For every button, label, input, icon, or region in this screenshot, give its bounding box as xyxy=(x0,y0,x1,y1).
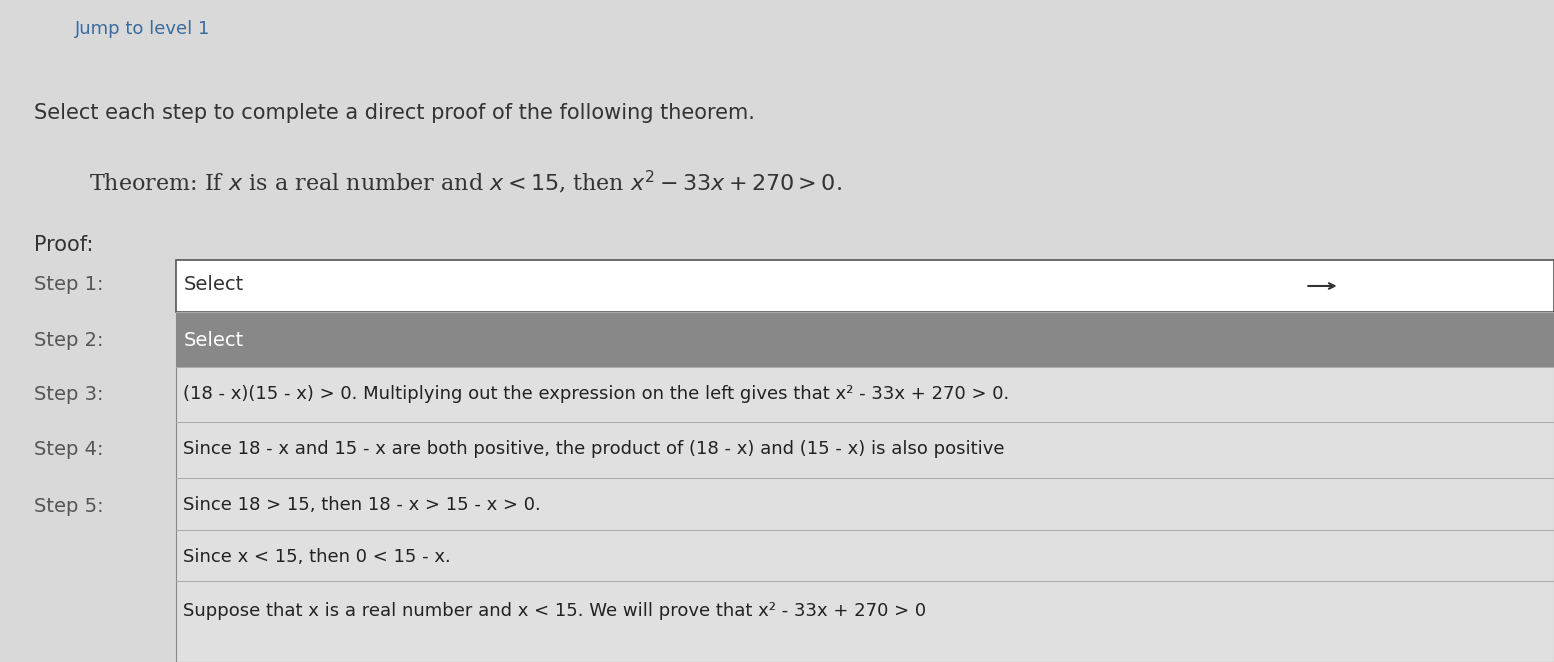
Text: Jump to level 1: Jump to level 1 xyxy=(75,20,210,38)
Text: Step 2:: Step 2: xyxy=(34,331,104,350)
Text: Proof:: Proof: xyxy=(34,235,93,255)
Text: Suppose that x is a real number and x < 15. We will prove that x² - 33x + 270 > : Suppose that x is a real number and x < … xyxy=(183,602,926,620)
Text: Since x < 15, then 0 < 15 - x.: Since x < 15, then 0 < 15 - x. xyxy=(183,548,451,566)
Text: (18 - x)(15 - x) > 0. Multiplying out the expression on the left gives that x² -: (18 - x)(15 - x) > 0. Multiplying out th… xyxy=(183,385,1010,403)
Text: Select: Select xyxy=(183,275,244,294)
Text: Theorem: If $x$ is a real number and $x < 15$, then $x^2 - 33x + 270 > 0$.: Theorem: If $x$ is a real number and $x … xyxy=(89,169,842,196)
Text: Step 3:: Step 3: xyxy=(34,385,104,404)
Text: Step 4:: Step 4: xyxy=(34,440,104,459)
Text: Select each step to complete a direct proof of the following theorem.: Select each step to complete a direct pr… xyxy=(34,103,755,122)
FancyBboxPatch shape xyxy=(176,312,1554,367)
FancyBboxPatch shape xyxy=(176,312,1554,662)
Text: Since 18 > 15, then 18 - x > 15 - x > 0.: Since 18 > 15, then 18 - x > 15 - x > 0. xyxy=(183,496,541,514)
Text: Since 18 - x and 15 - x are both positive, the product of (18 - x) and (15 - x) : Since 18 - x and 15 - x are both positiv… xyxy=(183,440,1005,458)
Text: Step 5:: Step 5: xyxy=(34,496,104,516)
Text: Step 1:: Step 1: xyxy=(34,275,104,294)
FancyBboxPatch shape xyxy=(176,260,1554,312)
Text: Select: Select xyxy=(183,331,244,350)
